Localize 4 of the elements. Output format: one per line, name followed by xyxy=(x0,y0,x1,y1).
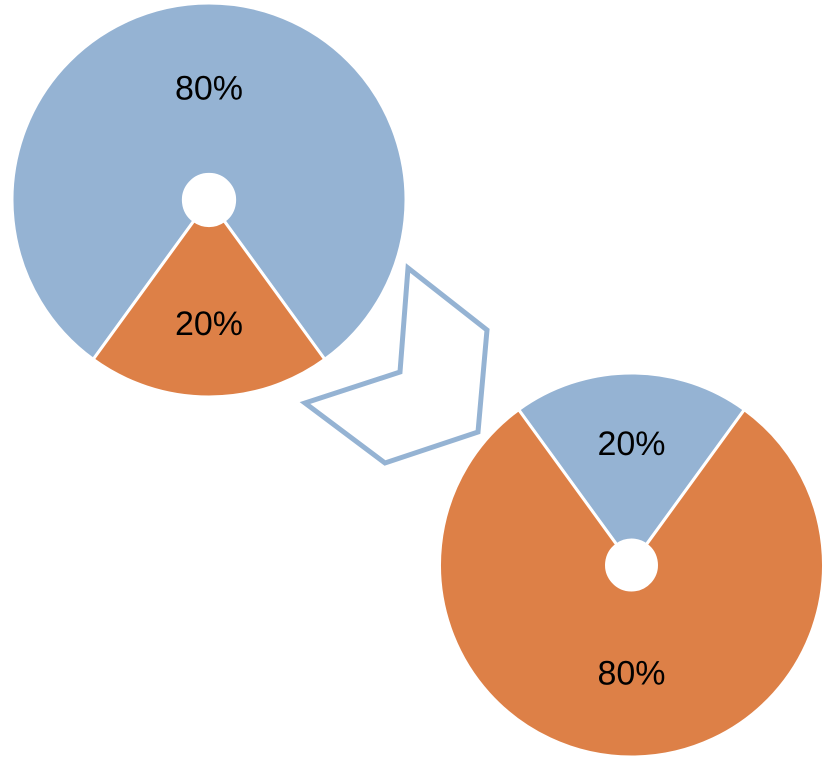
data-label: 20% xyxy=(597,425,666,464)
data-label: 80% xyxy=(597,654,666,692)
data-label: 80% xyxy=(174,70,244,108)
data-label: 20% xyxy=(174,305,244,344)
